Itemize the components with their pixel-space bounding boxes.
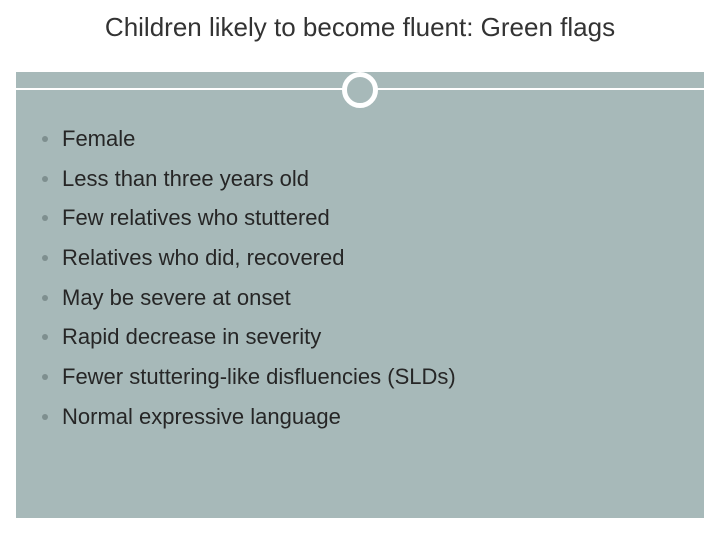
bullet-text: Normal expressive language — [62, 402, 682, 432]
list-item: Few relatives who stuttered — [42, 203, 682, 233]
bullet-icon — [42, 136, 48, 142]
bullet-text: Female — [62, 124, 682, 154]
slide-title: Children likely to become fluent: Green … — [0, 12, 720, 43]
list-item: May be severe at onset — [42, 283, 682, 313]
bullet-text: Relatives who did, recovered — [62, 243, 682, 273]
list-item: Rapid decrease in severity — [42, 322, 682, 352]
bullet-icon — [42, 176, 48, 182]
bullet-icon — [42, 334, 48, 340]
slide: Children likely to become fluent: Green … — [0, 0, 720, 540]
bullet-text: Less than three years old — [62, 164, 682, 194]
list-item: Normal expressive language — [42, 402, 682, 432]
bullet-icon — [42, 414, 48, 420]
list-item: Relatives who did, recovered — [42, 243, 682, 273]
bullet-text: May be severe at onset — [62, 283, 682, 313]
bullet-text: Rapid decrease in severity — [62, 322, 682, 352]
bullet-text: Fewer stuttering-like disfluencies (SLDs… — [62, 362, 682, 392]
list-item: Female — [42, 124, 682, 154]
ring-decoration — [342, 72, 378, 108]
bullet-text: Few relatives who stuttered — [62, 203, 682, 233]
bullet-icon — [42, 374, 48, 380]
list-item: Less than three years old — [42, 164, 682, 194]
list-item: Fewer stuttering-like disfluencies (SLDs… — [42, 362, 682, 392]
bullet-list: Female Less than three years old Few rel… — [42, 124, 682, 442]
bullet-icon — [42, 255, 48, 261]
bullet-icon — [42, 215, 48, 221]
bullet-icon — [42, 295, 48, 301]
